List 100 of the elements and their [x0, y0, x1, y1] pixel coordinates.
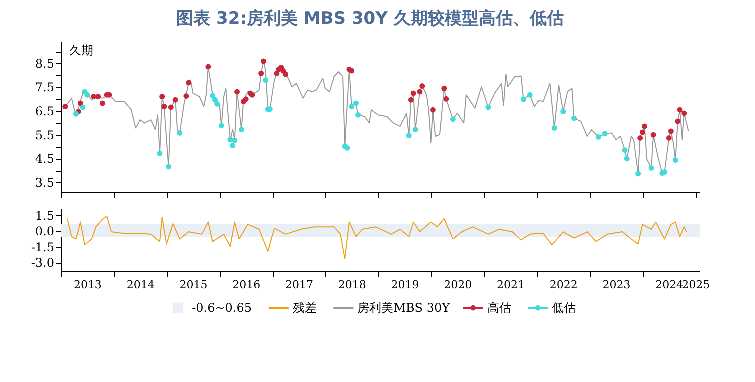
point [74, 111, 79, 117]
legend-label: 高估 [487, 301, 512, 315]
x-tick-label: 2022 [550, 278, 578, 292]
point [571, 116, 577, 122]
legend-label: 房利美MBS 30Y [358, 301, 452, 315]
point [214, 101, 220, 107]
point [596, 134, 602, 140]
point [622, 148, 628, 154]
chart-title: 图表 32:房利美 MBS 30Y 久期较模型高估、低估 [176, 9, 564, 29]
point [80, 104, 86, 110]
point [230, 143, 236, 149]
point [62, 104, 68, 110]
y-tick-label: 8.5 [35, 56, 54, 71]
point [172, 97, 178, 103]
point [166, 164, 172, 170]
point [274, 70, 280, 76]
point [624, 156, 630, 162]
point [430, 107, 436, 113]
point [640, 130, 646, 136]
x-tick-label: 2019 [391, 278, 420, 292]
x-tick-label: 2016 [232, 278, 261, 292]
point [349, 68, 355, 74]
point [283, 72, 288, 78]
x-tick-label: 2013 [74, 278, 102, 292]
x-tick-label: 2021 [497, 278, 526, 292]
point [354, 100, 359, 106]
x-tick-label: 2024 [656, 278, 684, 292]
point [638, 135, 644, 141]
point [648, 165, 654, 171]
y-tick-label: -3.0 [31, 256, 54, 270]
point [520, 96, 526, 102]
point [668, 128, 674, 134]
y-tick-label: 7.5 [35, 80, 54, 95]
y-tick-label: 1.5 [35, 208, 54, 223]
point [210, 93, 216, 99]
y-tick-label: 3.5 [35, 176, 54, 190]
point [168, 104, 174, 110]
x-tick-label: 2025 [682, 278, 710, 292]
point [662, 170, 668, 175]
point [410, 90, 416, 96]
x-tick-label: 2014 [126, 278, 155, 292]
line-series [66, 216, 688, 260]
point [486, 104, 492, 110]
point [260, 58, 266, 64]
point [186, 80, 192, 86]
point [450, 116, 456, 122]
point [218, 123, 224, 129]
point [160, 94, 166, 100]
point [238, 127, 244, 133]
point [642, 124, 648, 130]
point [527, 92, 533, 98]
point [258, 70, 264, 76]
point [677, 107, 683, 113]
legend-label: 低估 [552, 301, 576, 315]
x-tick-label: 2023 [602, 278, 631, 292]
point [666, 135, 672, 141]
point [682, 110, 688, 116]
point [177, 130, 183, 136]
legend-label: -0.6~0.65 [192, 301, 252, 315]
point [412, 127, 418, 133]
point [212, 97, 218, 103]
point [349, 104, 355, 110]
point [100, 100, 106, 106]
point [234, 89, 240, 95]
point [406, 133, 412, 139]
x-tick-label: 2017 [285, 278, 314, 292]
y-tick-label: 0.0 [35, 224, 54, 239]
point [96, 94, 102, 100]
point [650, 132, 656, 138]
point [78, 100, 84, 106]
point [157, 150, 163, 156]
point [560, 109, 566, 114]
point [243, 96, 249, 102]
y-tick-label: 5.5 [35, 128, 54, 142]
y-tick-label: -1.5 [31, 240, 54, 254]
point [232, 138, 238, 144]
y-axis-title: 久期 [70, 44, 94, 58]
point [602, 131, 608, 137]
point [84, 92, 90, 98]
point [672, 158, 678, 164]
legend-label: 残差 [292, 301, 317, 315]
point [552, 125, 558, 131]
point [417, 89, 423, 95]
point [162, 104, 168, 110]
x-tick-label: 2020 [444, 278, 472, 292]
x-tick-label: 2018 [338, 278, 366, 292]
point [356, 112, 362, 118]
y-tick-label: 4.5 [35, 152, 54, 166]
y-tick-label: 6.5 [35, 104, 54, 119]
x-tick-label: 2015 [180, 278, 208, 292]
point [184, 94, 190, 100]
point [344, 145, 350, 151]
point [408, 97, 414, 103]
point [206, 64, 212, 70]
point [444, 96, 450, 102]
point [675, 118, 681, 124]
point [420, 84, 426, 90]
point [263, 78, 268, 84]
point [636, 171, 642, 177]
point [442, 86, 448, 92]
